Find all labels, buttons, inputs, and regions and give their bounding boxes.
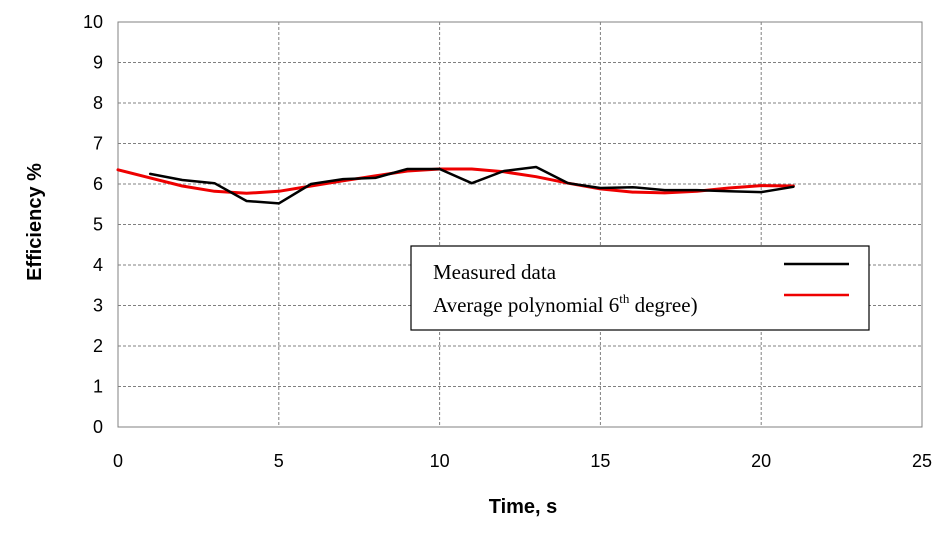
series-layer [116,165,795,205]
legend-label-polynomial-sup: th [619,291,630,306]
y-tick-label: 8 [93,93,103,113]
x-tick-label: 10 [430,451,450,471]
grid [117,21,923,428]
x-tick-label: 25 [912,451,932,471]
y-tick-label: 5 [93,215,103,235]
x-tick-label: 0 [113,451,123,471]
series-line-measured [148,165,795,205]
legend-label-polynomial-suffix: degree) [629,293,697,317]
y-tick-label: 2 [93,336,103,356]
legend-label-measured: Measured data [433,260,557,284]
y-tick-label: 0 [93,417,103,437]
x-axis-title: Time, s [489,496,558,518]
y-axis-title: Efficiency % [24,163,46,281]
x-tick-label: 20 [751,451,771,471]
y-tick-label: 7 [93,134,103,154]
y-tick-label: 10 [83,12,103,32]
x-tick-labels: 0 5 10 15 20 25 [113,451,932,471]
y-tick-label: 1 [93,377,103,397]
y-tick-label: 3 [93,296,103,316]
y-tick-label: 4 [93,255,103,275]
x-tick-label: 15 [590,451,610,471]
y-tick-labels: 0 1 2 3 4 5 6 7 8 9 10 [83,12,103,437]
legend-label-polynomial: Average polynomial 6th degree) [433,291,698,317]
legend-label-polynomial-main: Average polynomial 6 [433,293,619,317]
y-tick-label: 6 [93,174,103,194]
plot-area [117,21,923,428]
legend-box [410,245,870,331]
y-tick-label: 9 [93,53,103,73]
legend: Measured data Average polynomial 6th deg… [410,245,870,331]
x-tick-label: 5 [274,451,284,471]
